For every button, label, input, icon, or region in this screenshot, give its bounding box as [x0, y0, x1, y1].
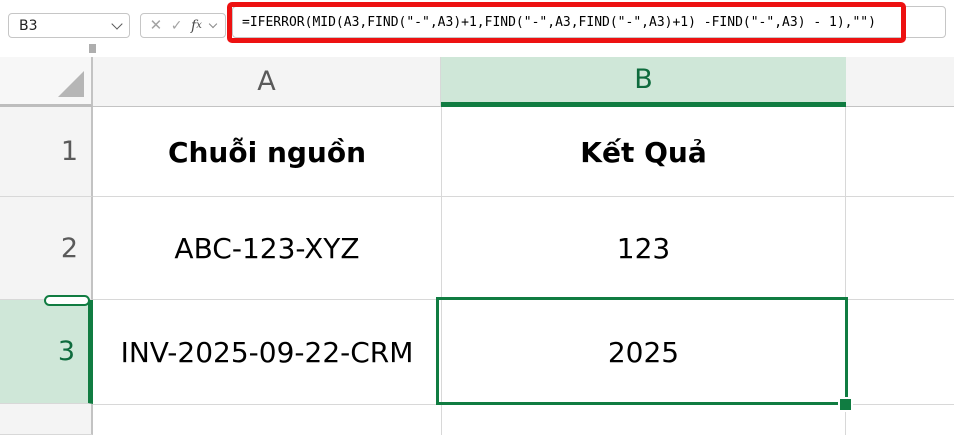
row-header-2[interactable]: 2 — [0, 197, 93, 300]
cell-b3[interactable]: 2025 — [607, 335, 680, 369]
formula-text: =IFERROR(MID(A3,FIND("-",A3)+1,FIND("-",… — [242, 14, 876, 30]
fx-x: x — [196, 19, 202, 31]
column-header-c[interactable] — [846, 57, 954, 107]
cancel-icon[interactable]: ✕ — [149, 16, 163, 34]
cell-a2[interactable]: ABC-123-XYZ — [174, 232, 360, 265]
name-box-value: B3 — [19, 17, 38, 34]
gridline-row-34 — [93, 404, 954, 405]
row-resize-handle[interactable] — [44, 295, 90, 306]
gridline-col-bc — [845, 107, 846, 435]
column-header-a[interactable]: A — [93, 57, 441, 107]
row-header-4[interactable] — [0, 404, 93, 435]
chevron-down-icon[interactable] — [111, 17, 123, 30]
select-all-triangle-icon — [58, 71, 84, 97]
enter-icon[interactable]: ✓ — [170, 17, 183, 34]
formula-bar-splitter[interactable] — [89, 44, 96, 53]
row-header-1[interactable]: 1 — [0, 107, 93, 197]
cell-b2[interactable]: 123 — [616, 232, 671, 265]
name-box[interactable]: B3 — [8, 13, 130, 38]
formula-bar-input[interactable]: =IFERROR(MID(A3,FIND("-",A3)+1,FIND("-",… — [232, 6, 946, 38]
fill-handle[interactable] — [838, 397, 853, 412]
gridline-col-ab — [441, 107, 442, 435]
gridline-row-12 — [93, 196, 954, 197]
cell-a1[interactable]: Chuỗi nguồn — [167, 135, 367, 169]
fx-f: f — [191, 17, 197, 34]
cell-b1[interactable]: Kết Quả — [580, 135, 707, 169]
row-header-3[interactable]: 3 — [0, 300, 93, 404]
fx-chevron-down-icon[interactable] — [209, 19, 218, 28]
select-all-corner[interactable] — [0, 57, 93, 107]
cell-a3[interactable]: INV-2025-09-22-CRM — [120, 335, 414, 369]
column-header-b[interactable]: B — [441, 57, 846, 107]
